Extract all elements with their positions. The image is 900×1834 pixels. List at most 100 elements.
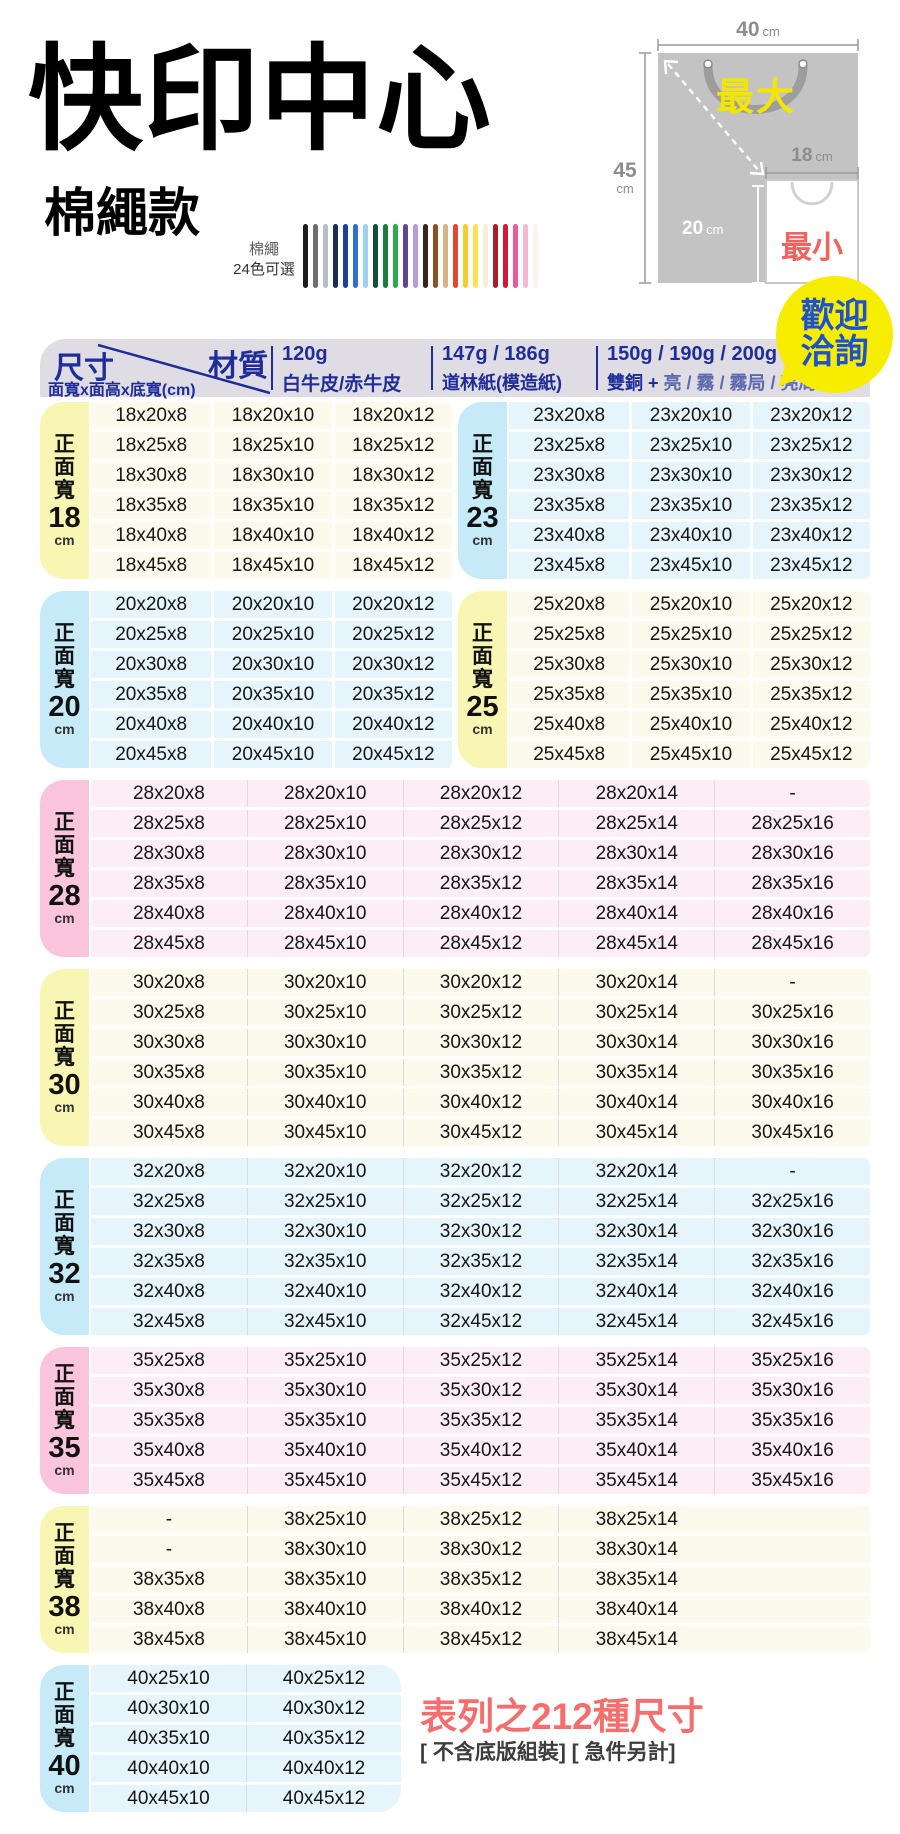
size-cell: 18x20x12 [331,402,452,429]
size-cell: 23x45x12 [749,552,870,579]
front-width-char: 面 [472,644,493,668]
table-row: 30x30x8 30x30x10 30x30x12 30x30x14 30x30x16 [91,1029,870,1059]
front-width-unit: cm [54,909,75,926]
size-cell: 28x40x10 [246,900,403,927]
size-cell: 25x25x10 [629,621,749,648]
bag-size-diagram: 40 cm 45 cm 18 cm 20 cm 最大 最小 [610,16,900,291]
table-row: - 38x25x10 38x25x12 38x25x14 [91,1506,870,1536]
size-table-group: 正面寬 32 cm 32x20x8 32x20x10 32x20x12 32x20x14-3… [40,1158,870,1335]
paper-material-1: 白牛皮/赤牛皮 [282,374,402,395]
front-width-char: 寬 [54,1408,75,1432]
paper-material-3: 雙銅 + 亮 / 霧 / 霧局 / 亮局 [607,373,817,393]
size-cell: 30x35x12 [402,1059,559,1086]
size-cell: 40x40x10 [127,1757,210,1779]
size-cell: 20x45x8 [115,743,188,765]
table-row: 32x40x8 32x40x10 32x40x12 32x40x14 32x40x16 [91,1278,870,1308]
front-width-char: 面 [54,1703,75,1727]
top-dimension-bracket [657,39,859,51]
section-label-40: 正面寬 40 cm [40,1665,89,1812]
section-label-25: 正面寬 25 cm [458,591,507,768]
size-cell: 32x35x16 [714,1248,870,1275]
size-table-group: 正面寬 30 cm 30x20x8 30x20x10 30x20x12 30x20x14-3… [40,969,870,1146]
size-cell: 25x35x10 [629,681,749,708]
size-cell: 25x30x8 [533,653,606,675]
rope-color-swatch [403,224,408,288]
size-cell: 23x40x8 [533,524,606,546]
small-height-dimension-label: 20 cm [682,218,724,239]
section-cells: 32x20x8 32x20x10 32x20x12 32x20x14-32x25x8 3… [91,1158,870,1335]
size-cell: 28x25x14 [558,810,714,837]
small-width-dimension-label: 18 cm [791,145,833,166]
size-cell: 23x20x10 [629,402,749,429]
size-cell: 38x35x10 [246,1566,403,1593]
width-dimension-label: 40 cm [736,18,780,41]
size-cell: 25x30x12 [749,651,870,678]
size-cell: 30x40x14 [558,1089,714,1116]
page-title: 快印中心 [28,37,493,164]
size-cell: 18x45x10 [211,552,331,579]
table-row: 28x40x8 28x40x10 28x40x12 28x40x14 28x40x16 [91,900,870,930]
front-width-char: 寬 [54,667,75,691]
size-cell: 28x45x10 [246,930,403,957]
size-cell: 20x20x8 [115,593,188,615]
section-label-28: 正面寬 28 cm [40,780,89,957]
size-cell: 40x35x10 [127,1727,210,1749]
table-row: 23x30x8 23x30x10 23x30x12 [509,462,870,492]
size-cell: 32x20x12 [402,1158,559,1185]
rope-color-swatch [373,224,378,288]
size-cell: 28x30x10 [246,840,403,867]
size-cell: 30x25x16 [714,999,870,1026]
rope-legend-label: 棉繩 24色可選 [224,240,304,281]
front-width-unit: cm [54,1098,75,1115]
size-cell: 20x20x12 [331,591,452,618]
table-row: 23x45x8 23x45x10 23x45x12 [509,552,870,579]
size-section-23: 正面寬 23 cm 23x20x8 23x20x10 23x20x12 23x25x8 23x… [458,402,870,579]
spec-header-lines [97,343,598,395]
size-cell: 32x30x8 [132,1220,205,1242]
size-cell: 35x35x12 [402,1407,559,1434]
size-cell: 30x40x8 [132,1091,205,1113]
rope-color-swatch [493,224,498,288]
front-width-unit: cm [54,1620,75,1637]
spec-header: 尺寸 材質 面寬x面高x底寬(cm) 120g 白牛皮/赤牛皮 147g / 1… [40,339,870,399]
size-cell: 32x20x14 [558,1158,714,1185]
size-cell: 23x25x10 [629,432,749,459]
size-cell: 30x40x16 [714,1089,870,1116]
size-cell: 18x20x10 [211,402,331,429]
size-cell: - [165,1538,173,1560]
size-cell: 35x30x8 [132,1379,205,1401]
size-cell: 35x45x14 [558,1467,714,1494]
front-width-char: 寬 [472,478,493,502]
size-cell: 30x45x8 [132,1121,205,1143]
style-subtitle: 棉繩款 [44,185,201,243]
section-label-18: 正面寬 18 cm [40,402,89,579]
size-section-40: 正面寬 40 cm 40x25x10 40x25x12 40x30x10 40x30x12 4… [40,1665,401,1812]
front-width-value: 35 [48,1431,81,1464]
size-cell: 28x35x14 [558,870,714,897]
size-table-group: 正面寬 40 cm 40x25x10 40x25x12 40x30x10 40x30x12 4… [40,1665,401,1812]
front-width-char: 面 [54,1544,75,1568]
size-cell: 30x25x10 [246,999,403,1026]
front-width-value: 20 [48,690,81,723]
size-cell: 32x25x8 [132,1190,205,1212]
size-cell: 25x45x8 [533,743,606,765]
size-section-38: 正面寬 38 cm - 38x25x10 38x25x12 38x25x14 - 38x30x1… [40,1506,870,1653]
table-row: 30x20x8 30x20x10 30x20x12 30x20x14- [91,969,870,999]
size-cell: 23x20x8 [533,404,606,426]
size-cell: 38x40x10 [246,1596,403,1623]
table-row: - 38x30x10 38x30x12 38x30x14 [91,1536,870,1566]
front-width-char: 面 [54,833,75,857]
front-width-char: 寬 [54,1045,75,1069]
size-cell: 38x35x12 [402,1566,559,1593]
small-top-dimension-bracket [765,167,859,179]
table-row: 18x25x8 18x25x10 18x25x12 [91,432,452,462]
size-cell: 23x40x12 [749,522,870,549]
size-cell: 23x20x12 [749,402,870,429]
size-cell: 28x40x12 [402,900,559,927]
size-cell: 25x45x10 [629,741,749,768]
front-width-unit: cm [54,531,75,548]
section-label-38: 正面寬 38 cm [40,1506,89,1653]
section-cells: 18x20x8 18x20x10 18x20x12 18x25x8 18x25x10 18… [91,402,452,579]
table-row: 25x30x8 25x30x10 25x30x12 [509,651,870,681]
